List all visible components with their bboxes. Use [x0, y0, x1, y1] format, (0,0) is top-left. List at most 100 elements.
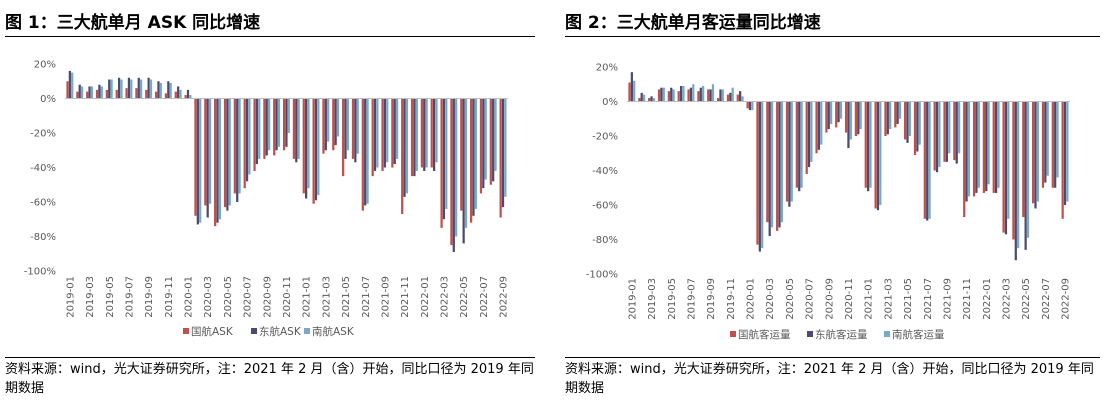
legend-label: 南航ASK: [312, 325, 355, 338]
bar: [135, 88, 138, 99]
bar: [672, 89, 675, 102]
bar: [776, 101, 779, 231]
bar: [66, 81, 69, 99]
bar: [657, 89, 661, 102]
bar: [662, 87, 665, 102]
bar: [820, 101, 823, 145]
legend-label: 国航客运量: [738, 328, 791, 341]
bar: [420, 98, 424, 168]
x-tick-label: 2020-05: [785, 278, 796, 320]
bar: [815, 101, 818, 154]
bar: [356, 98, 359, 154]
bar: [460, 98, 463, 211]
bar: [464, 98, 468, 228]
bar: [364, 98, 367, 206]
y-tick-label: -100%: [586, 270, 618, 281]
bar: [638, 98, 641, 102]
bar: [78, 84, 81, 99]
bar: [226, 98, 229, 211]
bar: [957, 101, 961, 154]
bar: [194, 98, 197, 216]
bar: [263, 98, 266, 159]
bar: [462, 98, 465, 244]
bar: [305, 98, 308, 199]
bar: [768, 101, 771, 237]
bar: [440, 98, 443, 228]
bar: [484, 98, 487, 180]
bar: [76, 91, 79, 99]
source-note: 资料来源：wind，光大证券研究所，注：2021 年 2 月（含）开始，同比口径…: [5, 362, 534, 396]
bar: [874, 101, 877, 209]
bar: [199, 98, 202, 223]
y-tick-label: -60%: [30, 198, 56, 209]
legend-swatch: [807, 331, 813, 337]
bar: [383, 98, 386, 168]
bar: [630, 72, 633, 102]
bar: [719, 89, 722, 102]
bar: [117, 77, 121, 99]
bar: [778, 101, 781, 228]
bar: [90, 86, 94, 99]
bar: [302, 98, 305, 194]
x-tick-label: 2019-03: [85, 276, 96, 318]
bar: [876, 101, 880, 211]
bar: [186, 89, 190, 99]
bar: [1007, 101, 1010, 219]
bar: [1051, 101, 1054, 188]
bar: [908, 101, 911, 136]
x-tick-label: 2022-07: [1041, 278, 1052, 320]
bar: [317, 98, 320, 196]
bar: [248, 98, 251, 175]
bar: [413, 98, 416, 177]
bar: [105, 89, 108, 99]
y-tick-label: -100%: [24, 267, 56, 278]
bar: [640, 92, 643, 102]
y-tick-label: 0%: [602, 97, 618, 108]
x-tick-label: 2020-03: [203, 276, 214, 318]
x-tick-label: 2021-09: [380, 276, 391, 318]
x-tick-label: 2022-09: [499, 276, 510, 318]
bar: [273, 98, 276, 156]
bar: [275, 98, 278, 151]
bar: [216, 98, 219, 223]
bar: [501, 98, 505, 208]
bar: [977, 101, 980, 188]
bar: [346, 98, 349, 151]
bar: [100, 86, 103, 99]
bar: [926, 101, 929, 221]
legend-swatch: [730, 331, 736, 337]
x-tick-label: 2021-09: [942, 278, 953, 320]
bar: [108, 79, 111, 99]
bar: [1044, 101, 1047, 183]
bar: [312, 98, 315, 204]
legend-label: 东航客运量: [815, 328, 868, 341]
bar: [149, 79, 153, 99]
bar: [829, 101, 833, 124]
x-tick-label: 2022-01: [420, 276, 431, 318]
bar: [896, 101, 899, 124]
bar: [721, 89, 724, 102]
bar: [174, 91, 177, 99]
bar: [761, 101, 764, 249]
bar: [322, 98, 325, 154]
bar: [285, 98, 288, 147]
bar: [265, 98, 268, 156]
bar: [277, 98, 281, 147]
bar: [1032, 101, 1035, 204]
x-tick-label: 2021-01: [302, 276, 313, 318]
bar: [1024, 101, 1027, 250]
bar: [699, 87, 702, 102]
bar: [1004, 101, 1008, 235]
bar: [403, 98, 406, 197]
x-tick-label: 2021-05: [903, 278, 914, 320]
bar: [938, 101, 941, 168]
bar: [140, 79, 143, 99]
bar: [145, 89, 148, 99]
bar: [879, 101, 882, 205]
y-tick-label: -20%: [592, 132, 618, 143]
x-tick-label: 2021-05: [341, 276, 352, 318]
bar: [963, 101, 966, 218]
bar: [332, 98, 335, 151]
bar: [682, 85, 685, 102]
figure-2: 图 2：三大航单月客运量同比增速 20% 0% -20% -40% -60% -80% -1…: [560, 0, 1100, 406]
